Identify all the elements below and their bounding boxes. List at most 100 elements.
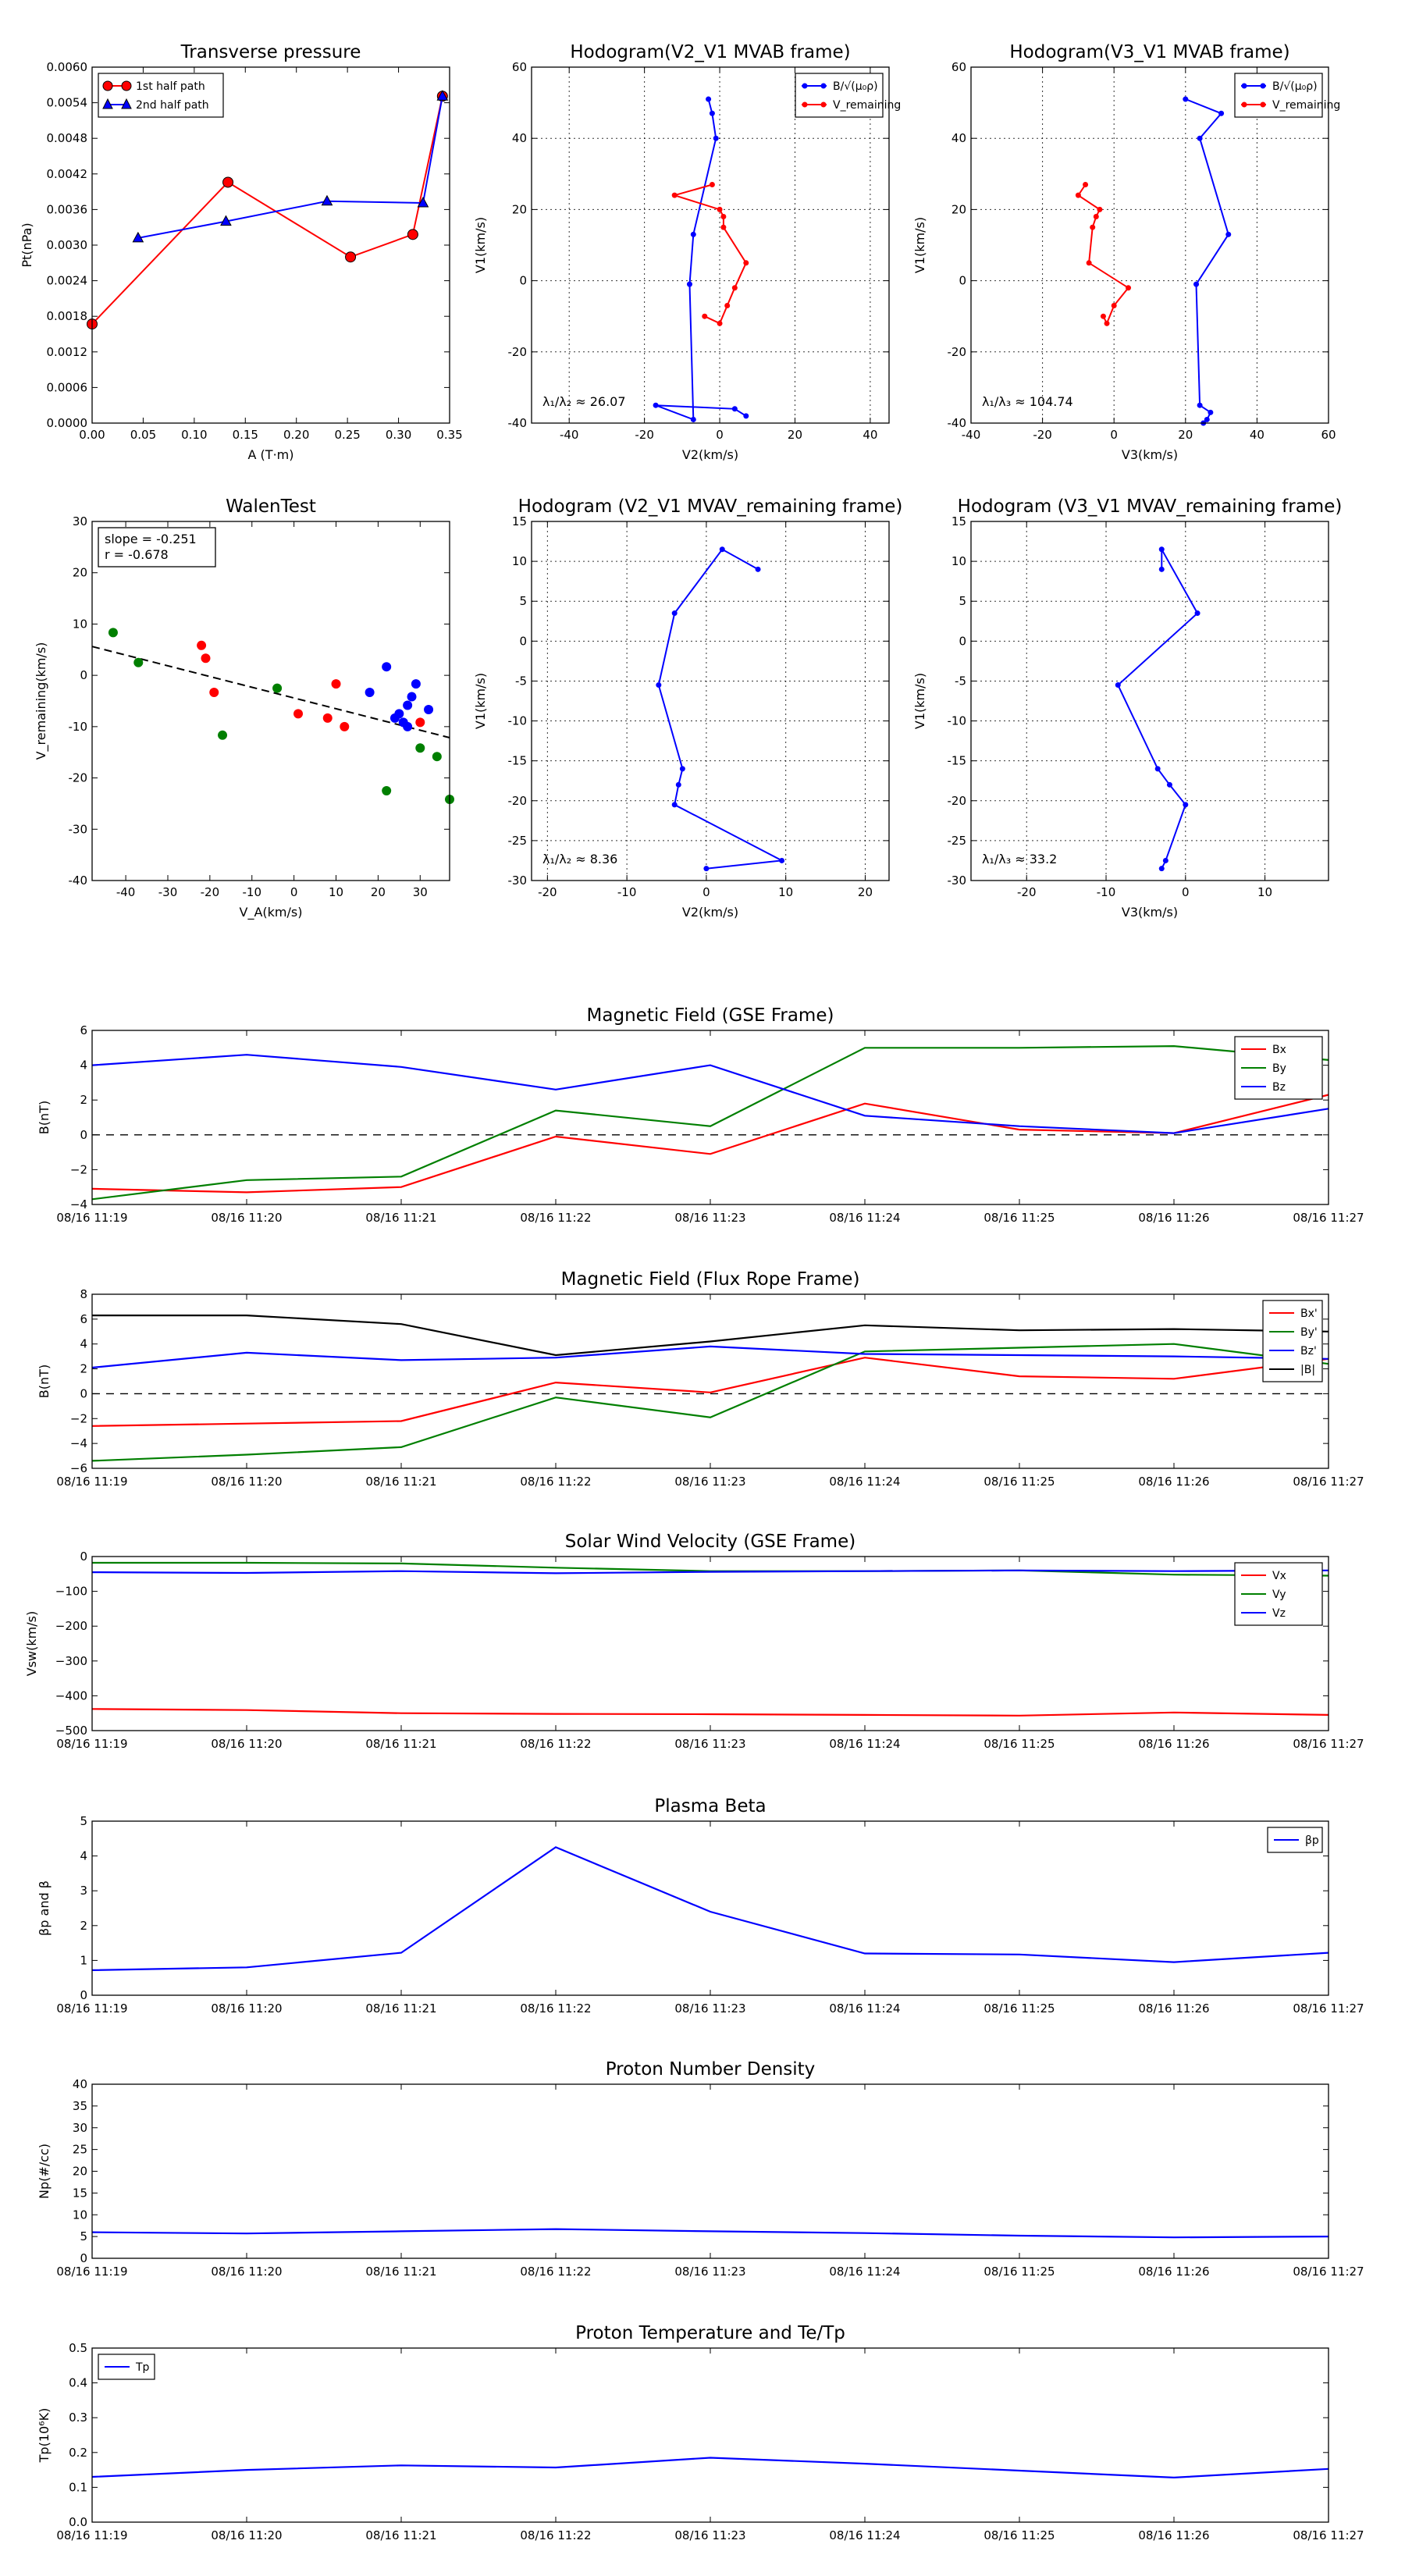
y-tick-label: 3: [80, 1884, 87, 1898]
x-tick-label: 08/16 11:24: [829, 1211, 900, 1225]
data-point: [743, 413, 749, 419]
legend-label: βp: [1305, 1834, 1319, 1847]
x-tick-label: 08/16 11:20: [211, 1475, 282, 1489]
y-axis-label: Pt(nPa): [20, 222, 34, 267]
y-tick-label: −300: [55, 1654, 87, 1668]
annotation-text: λ₁/λ₃ ≈ 33.2: [982, 852, 1057, 866]
data-point: [1115, 682, 1121, 688]
axes-frame: [91, 66, 450, 424]
series-line-0: [91, 1846, 1329, 1971]
data-point: [720, 214, 727, 220]
legend-label: V_remaining: [833, 99, 901, 112]
x-tick-label: 0.25: [334, 428, 360, 442]
data-point: [1193, 281, 1200, 287]
x-axis-label: V_A(km/s): [240, 905, 303, 920]
data-point: [1158, 546, 1165, 553]
legend-box: [1234, 73, 1323, 118]
y-tick-label: 0: [519, 274, 527, 288]
data-point: [133, 657, 144, 667]
legend-label: B/√(μ₀ρ): [833, 80, 878, 93]
x-tick-label: 0.20: [283, 428, 309, 442]
data-point: [1218, 110, 1225, 116]
data-point: [706, 96, 712, 102]
x-axis-label: V3(km/s): [1122, 905, 1178, 920]
data-point: [382, 662, 392, 672]
y-tick-label: 0.5: [69, 2341, 87, 2355]
data-point: [403, 721, 413, 731]
x-tick-label: 08/16 11:23: [674, 2265, 745, 2279]
data-point: [1158, 566, 1165, 572]
data-point: [197, 640, 207, 650]
x-tick-label: 08/16 11:27: [1293, 2001, 1364, 2016]
axes-frame: [91, 2347, 1329, 2523]
y-tick-label: 0: [959, 274, 966, 288]
x-tick-label: 08/16 11:25: [984, 2265, 1055, 2279]
legend-marker: [121, 98, 132, 109]
y-tick-label: −2: [70, 1411, 87, 1425]
data-point: [1090, 224, 1096, 230]
data-point: [331, 679, 341, 689]
data-point: [340, 721, 350, 731]
axes-frame: [91, 1820, 1329, 1996]
x-tick-label: -20: [538, 885, 557, 899]
data-point: [731, 285, 738, 291]
chart-title: Plasma Beta: [654, 1796, 766, 1816]
legend-label: Vx: [1272, 1570, 1286, 1582]
legend-label: 2nd half path: [136, 99, 209, 112]
data-point: [1208, 409, 1214, 415]
stats-box: [98, 527, 216, 568]
chart-bgse: Magnetic Field (GSE Frame) −4 −2 0 2 4 6 B(nT) 0…: [37, 1005, 1364, 1225]
x-tick-label: 08/16 11:22: [520, 2528, 591, 2542]
chart-title: Hodogram (V3_V1 MVAV_remaining frame): [958, 496, 1343, 517]
x-tick-label: 08/16 11:22: [520, 2001, 591, 2016]
y-tick-label: 0.3: [69, 2411, 87, 2425]
data-point: [1225, 231, 1232, 237]
y-tick-label: −200: [55, 1619, 87, 1633]
data-point: [1075, 192, 1081, 198]
x-axis-label: V3(km/s): [1122, 447, 1178, 462]
x-tick-label: 08/16 11:25: [984, 1737, 1055, 1751]
legend-box: [1234, 1562, 1323, 1626]
data-point: [702, 313, 708, 319]
series-line-0: [91, 1357, 1329, 1427]
data-point: [322, 713, 333, 723]
x-tick-label: 08/16 11:25: [984, 2001, 1055, 2016]
data-point: [424, 704, 434, 714]
y-axis-label: B(nT): [37, 1101, 52, 1134]
y-tick-label: 0.0006: [47, 380, 88, 394]
data-point: [407, 229, 418, 240]
x-tick-label: 08/16 11:25: [984, 1211, 1055, 1225]
y-tick-label: -40: [69, 873, 88, 888]
x-tick-label: -40: [116, 885, 136, 899]
data-point: [720, 224, 727, 230]
legend-label: Bz': [1300, 1345, 1317, 1357]
legend-box: [1262, 1300, 1323, 1382]
x-tick-label: 08/16 11:20: [211, 2528, 282, 2542]
y-tick-label: -30: [69, 822, 88, 836]
data-point: [220, 215, 232, 226]
x-tick-label: 08/16 11:24: [829, 1475, 900, 1489]
chart-title: Transverse pressure: [180, 42, 361, 62]
x-tick-label: 08/16 11:24: [829, 2001, 900, 2016]
x-tick-label: 10: [778, 885, 793, 899]
data-point: [365, 688, 375, 698]
data-point: [1158, 866, 1165, 872]
data-point: [1194, 610, 1200, 617]
x-tick-label: 08/16 11:22: [520, 2265, 591, 2279]
data-point: [415, 743, 425, 753]
chart-title: WalenTest: [226, 496, 316, 517]
y-tick-label: 15: [512, 514, 527, 528]
y-tick-label: 0.0036: [47, 202, 88, 216]
x-tick-label: 20: [1178, 428, 1193, 442]
legend-marker: [121, 80, 132, 91]
x-tick-label: 0: [1182, 885, 1190, 899]
x-tick-label: 08/16 11:22: [520, 1475, 591, 1489]
legend-marker: [1260, 101, 1266, 108]
data-point: [679, 766, 685, 772]
x-tick-label: 40: [863, 428, 877, 442]
y-tick-label: 1: [80, 1953, 87, 1967]
y-tick-label: -5: [955, 674, 966, 688]
chart-vsw: Solar Wind Velocity (GSE Frame) −500 −400 −…: [24, 1532, 1364, 1751]
y-tick-label: −500: [55, 1724, 87, 1738]
data-point: [1154, 766, 1161, 772]
